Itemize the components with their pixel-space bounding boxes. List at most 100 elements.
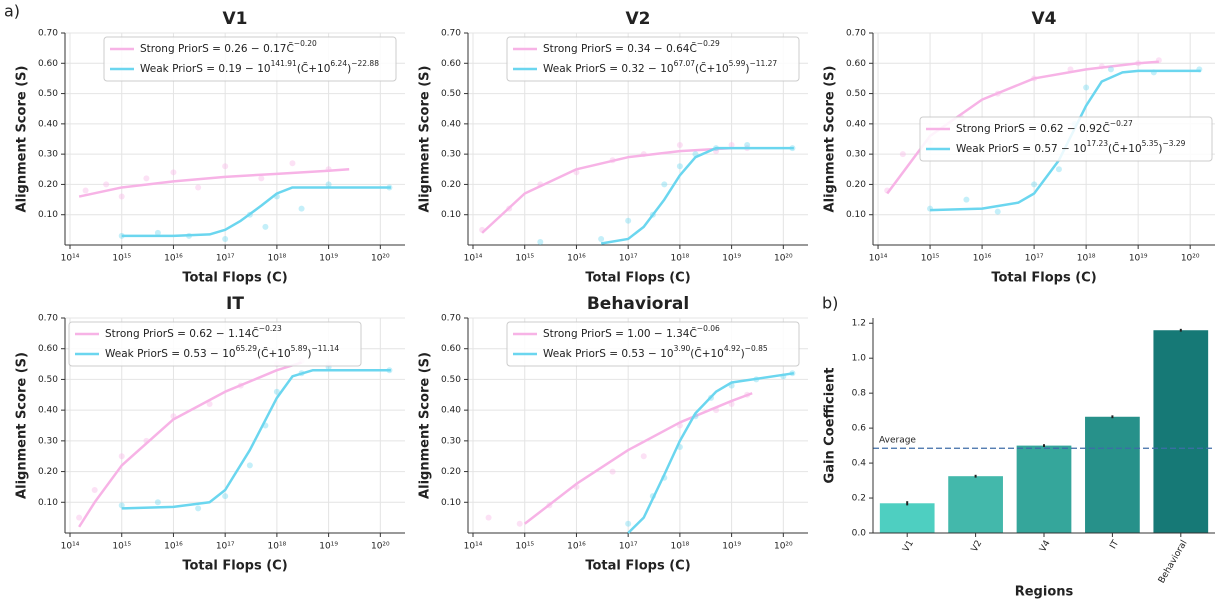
scatter-point <box>676 142 683 149</box>
legend-formula: 6.24 <box>330 59 347 68</box>
scatter-point <box>154 499 161 506</box>
scatter-point <box>598 235 605 242</box>
scatter-point <box>143 175 150 182</box>
y-tick-label: 0.50 <box>441 375 461 385</box>
y-tick-label: 0.10 <box>38 210 58 220</box>
legend-formula: S = 0.26 − 0.17C̃ <box>202 42 294 55</box>
x-tick-label: 10¹⁷ <box>216 254 235 264</box>
x-tick-label: 10²⁰ <box>371 542 390 552</box>
chart-title: V2 <box>626 9 651 29</box>
x-tick-label: 10¹⁸ <box>268 254 287 264</box>
legend-formula: −0.29 <box>697 39 720 48</box>
x-tick-label: 10¹⁵ <box>515 254 534 264</box>
x-axis-label: Regions <box>1015 585 1074 600</box>
legend-formula: S = 0.53 − 10 <box>161 348 235 360</box>
x-tick-label: 10¹⁶ <box>164 542 183 552</box>
x-tick-label: 10¹⁶ <box>973 254 992 264</box>
legend-formula: (C̃+10 <box>695 62 729 75</box>
scatter-point <box>516 520 523 527</box>
x-tick-label: V4 <box>1038 539 1053 555</box>
y-tick-label: 0.60 <box>38 59 58 69</box>
x-axis-label: Total Flops (C) <box>585 271 690 286</box>
x-tick-label: 10¹⁷ <box>619 542 638 552</box>
legend-label: Weak PriorS = 0.53 − 103.90(C̃+104.92)−0… <box>543 344 768 360</box>
y-tick-label: 0.8 <box>852 389 867 399</box>
y-tick-label: 0.10 <box>38 498 58 508</box>
y-tick-label: 0.70 <box>441 314 461 324</box>
legend-label: Strong PriorS = 0.26 − 0.17C̃−0.20 <box>140 39 317 55</box>
scatter-point <box>625 520 632 527</box>
x-tick-label: 10²⁰ <box>1181 254 1200 264</box>
chart-title: V1 <box>223 9 248 29</box>
panel-label: b) <box>822 294 838 313</box>
scatter-point <box>103 181 110 188</box>
scatter-point <box>195 505 202 512</box>
scatter-point <box>154 229 161 236</box>
scatter-point <box>222 163 229 170</box>
y-axis-label: Alignment Score (S) <box>15 66 30 213</box>
scatter-point <box>298 205 305 212</box>
bar <box>1016 445 1072 533</box>
y-tick-label: 0.30 <box>441 150 461 160</box>
x-tick-label: 10¹⁹ <box>722 254 741 264</box>
y-tick-label: 0.10 <box>846 210 866 220</box>
x-tick-label: 10¹⁹ <box>722 542 741 552</box>
legend-label: Weak PriorS = 0.53 − 1065.29(C̃+105.89)−… <box>105 344 339 360</box>
scatter-point <box>118 193 125 200</box>
y-tick-label: 0.10 <box>441 210 461 220</box>
legend-formula: 4.92 <box>724 344 741 353</box>
x-tick-label: 10¹⁸ <box>268 542 287 552</box>
legend-box <box>506 36 800 82</box>
scatter-point <box>744 142 751 149</box>
y-tick-label: 1.2 <box>852 319 866 329</box>
legend-label: Weak PriorS = 0.57 − 1017.23(C̃+105.35)−… <box>956 139 1186 155</box>
x-axis-label: Total Flops (C) <box>182 559 287 574</box>
y-tick-label: 0.60 <box>38 344 58 354</box>
legend-formula: S = 0.19 − 10 <box>196 63 270 75</box>
scatter-point <box>994 208 1001 215</box>
y-tick-label: 0.4 <box>852 459 867 469</box>
scatter-point <box>82 187 89 194</box>
scatter-point <box>195 184 202 191</box>
x-tick-label: 10¹⁵ <box>921 254 940 264</box>
scatter-point <box>676 163 683 170</box>
y-tick-label: 0.70 <box>38 29 58 39</box>
scatter-point <box>118 502 125 509</box>
x-tick-label: 10¹⁷ <box>1025 254 1044 264</box>
legend-formula: ) <box>307 348 311 360</box>
x-tick-label: 10¹⁸ <box>671 254 690 264</box>
y-tick-label: 0.30 <box>846 150 866 160</box>
scatter-point <box>1055 166 1062 173</box>
legend-formula: ) <box>347 63 351 75</box>
x-tick-label: 10¹⁷ <box>216 542 235 552</box>
bar <box>948 476 1003 533</box>
y-tick-label: 0.40 <box>38 406 58 416</box>
legend-name: Weak Prior <box>543 63 600 75</box>
scatter-point <box>258 175 265 182</box>
scatter-point <box>625 217 632 224</box>
y-axis-label: Gain Coefficient <box>823 368 838 484</box>
x-tick-label: IT <box>1108 538 1121 550</box>
x-tick-label: 10¹⁶ <box>567 254 586 264</box>
y-tick-label: 0.50 <box>441 89 461 99</box>
scatter-point <box>262 223 269 230</box>
x-axis-label: Total Flops (C) <box>991 271 1096 286</box>
y-axis-label: Alignment Score (S) <box>15 352 30 499</box>
y-axis-label: Alignment Score (S) <box>418 66 433 213</box>
scatter-point <box>206 401 213 407</box>
chart-title: V4 <box>1032 9 1057 29</box>
y-axis-label: Alignment Score (S) <box>418 352 433 499</box>
legend-label: Weak PriorS = 0.19 − 10141.91(C̃+106.24)… <box>140 59 379 75</box>
scatter-point <box>899 151 906 158</box>
scatter-point <box>289 160 296 167</box>
fit-line <box>78 168 350 198</box>
y-tick-label: 0.20 <box>38 467 58 477</box>
x-tick-label: 10¹⁴ <box>61 542 80 552</box>
legend-name: Weak Prior <box>140 63 197 75</box>
legend-formula: (C̃+10 <box>297 62 331 75</box>
y-tick-label: 0.40 <box>441 119 461 129</box>
legend-formula: S = 0.62 − 1.14C̃ <box>167 327 259 340</box>
legend-formula: S = 0.53 − 10 <box>599 348 673 360</box>
legend-formula: 3.90 <box>674 344 691 353</box>
legend-formula: S = 0.62 − 0.92C̃ <box>1018 122 1110 135</box>
